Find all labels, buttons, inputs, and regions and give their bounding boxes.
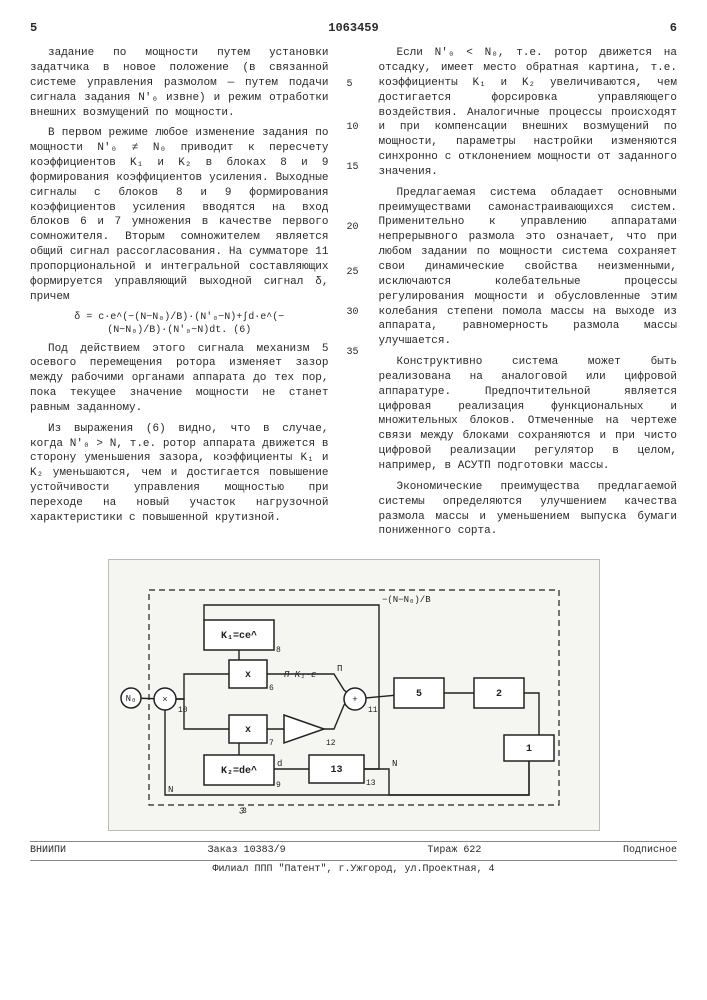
right-p3: Конструктивно система может быть реализо… — [379, 355, 678, 474]
svg-text:7: 7 — [269, 739, 274, 748]
svg-text:N: N — [392, 759, 397, 769]
line-number-gutter: 5 10 15 20 25 30 35 — [347, 46, 361, 545]
svg-text:−(N−N₀)/B: −(N−N₀)/B — [382, 595, 431, 605]
right-p1: Если N′₀ < N₀, т.е. ротор движется на от… — [379, 46, 678, 180]
left-p2: В первом режиме любое изменение задания … — [30, 126, 329, 304]
line-number: 25 — [347, 266, 359, 280]
svg-text:13: 13 — [366, 779, 376, 788]
right-p4: Экономические преимущества предлагаемой … — [379, 480, 678, 539]
svg-text:x: x — [244, 670, 250, 681]
svg-text:K₁=ce^: K₁=ce^ — [220, 630, 256, 642]
svg-text:13: 13 — [330, 765, 342, 776]
svg-text:N: N — [168, 785, 173, 795]
left-column: задание по мощности путем установки зада… — [30, 46, 329, 545]
line-number: 20 — [347, 221, 359, 235]
header-right: 6 — [670, 20, 677, 36]
line-number: 5 — [347, 78, 353, 92]
svg-text:K₂=de^: K₂=de^ — [220, 765, 256, 777]
svg-text:10: 10 — [178, 706, 188, 715]
header-left: 5 — [30, 20, 37, 36]
svg-text:9: 9 — [276, 781, 281, 790]
line-number: 30 — [347, 306, 359, 320]
page-header: 5 1063459 6 — [30, 20, 677, 36]
header-center: 1063459 — [328, 20, 378, 36]
footer-order: Заказ 10383/9 — [208, 844, 286, 858]
line-number: 15 — [347, 161, 359, 175]
svg-text:12: 12 — [326, 739, 336, 748]
svg-text:3: 3 — [242, 807, 247, 816]
svg-text:×: × — [162, 695, 167, 705]
svg-text:x: x — [244, 725, 250, 736]
footer-address: Филиал ППП "Патент", г.Ужгород, ул.Проек… — [30, 861, 677, 877]
svg-text:d: d — [277, 759, 282, 769]
svg-text:+: + — [352, 695, 357, 705]
left-p1: задание по мощности путем установки зада… — [30, 46, 329, 120]
right-column: Если N′₀ < N₀, т.е. ротор движется на от… — [379, 46, 678, 545]
svg-text:П K₁·ε: П K₁·ε — [284, 670, 316, 680]
line-number: 10 — [347, 121, 359, 135]
left-p4: Из выражения (6) видно, что в случае, ко… — [30, 422, 329, 526]
svg-text:П: П — [337, 664, 342, 674]
footer-sign: Подписное — [623, 844, 677, 858]
block-diagram: П Nd −(N−N₀)/B N N₀ × 10 K₁=ce^ 8 K₂=de^ 9 x 6 x 7 П K₁… — [108, 559, 600, 831]
footer-tirazh: Тираж 622 — [427, 844, 481, 858]
formula-6: δ = c·e^(−(N−N₀)/B)·(N′₀−N)+∫d·e^(−(N−N₀… — [30, 311, 329, 338]
svg-text:N₀: N₀ — [125, 694, 136, 704]
svg-text:5: 5 — [415, 689, 421, 700]
footer: ВНИИПИ Заказ 10383/9 Тираж 622 Подписное… — [30, 841, 677, 876]
right-p2: Предлагаемая система обладает основными … — [379, 186, 678, 349]
text-columns: задание по мощности путем установки зада… — [30, 46, 677, 545]
svg-text:6: 6 — [269, 684, 274, 693]
svg-text:1: 1 — [525, 744, 531, 755]
left-p3: Под действием этого сигнала механизм 5 о… — [30, 342, 329, 416]
footer-org: ВНИИПИ — [30, 844, 66, 858]
svg-text:8: 8 — [276, 646, 281, 655]
svg-text:2: 2 — [495, 689, 501, 700]
line-number: 35 — [347, 346, 359, 360]
svg-text:11: 11 — [368, 706, 378, 715]
